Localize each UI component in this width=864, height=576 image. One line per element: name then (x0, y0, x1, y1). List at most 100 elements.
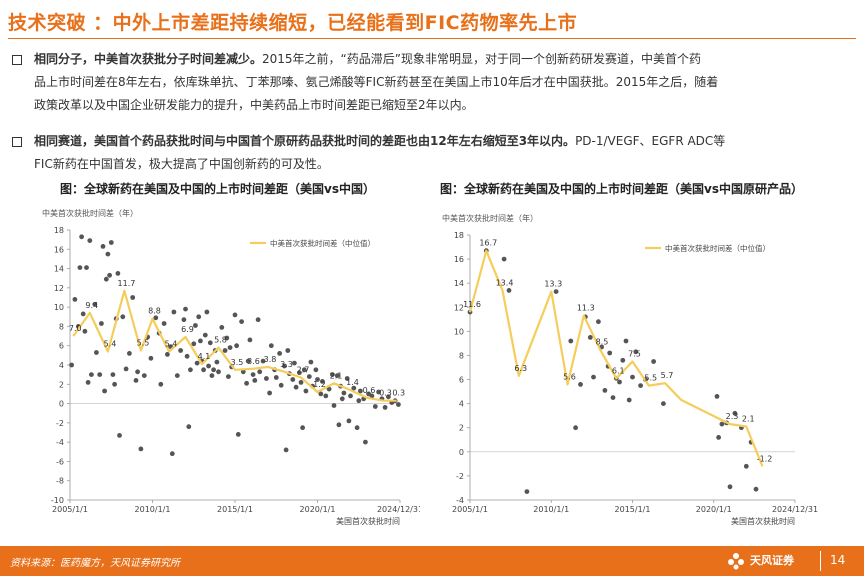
chart-2-data-point (626, 397, 632, 403)
chart-1-data-point (108, 240, 114, 245)
chart-1-data-point (303, 388, 309, 394)
chart-1-data-point (216, 369, 221, 375)
chart-1-y-tick-label: 16 (54, 245, 64, 254)
chart-2-median-label: 5.5 (644, 374, 657, 383)
chart-1-data-point (178, 348, 184, 353)
chart-1-data-point (264, 376, 269, 381)
chart-1-data-point (323, 393, 329, 399)
chart-2-data-point (617, 379, 622, 385)
chart-1-median-label: 2.7 (297, 366, 310, 375)
chart-1-data-point (297, 370, 302, 376)
chart-1-data-point (245, 358, 251, 364)
chart-2-data-point (753, 486, 759, 492)
chart-1-median-label: 0.6 (363, 386, 376, 395)
chart-1-data-point (130, 295, 136, 300)
chart-1-data-point (165, 352, 170, 357)
chart-2-data-point (524, 489, 530, 494)
chart-1-data-point (133, 378, 139, 383)
chart-2-data-point (587, 335, 593, 340)
chart-1-data-point (193, 323, 198, 328)
chart-1-y-tick-label: 6 (59, 342, 64, 351)
chart-1-title: 图：全球新药在美国及中国的上市时间差距（美国vs中国） (60, 182, 375, 196)
chart-1-data-point (194, 360, 200, 366)
chart-1-median-label: 3.6 (247, 357, 260, 366)
chart-2-y-tick-label: 2 (459, 424, 464, 433)
chart-1-x-tick-label: 2020/1/1 (300, 505, 336, 514)
chart-1-x-tick-label: 2005/1/1 (52, 505, 88, 514)
chart-2-data-point (573, 425, 578, 431)
brand-logo-icon (728, 553, 744, 570)
chart-1-median-label: 7.0 (69, 324, 82, 333)
chart-1-data-point (301, 367, 307, 373)
chart-1-data-point (334, 373, 340, 378)
chart-2-y-tick-label: 16 (454, 255, 464, 264)
chart-2-x-tick-label: 2020/1/1 (696, 505, 732, 514)
chart-1-median-label: 5.5 (137, 339, 150, 348)
chart-1-data-point (103, 276, 109, 282)
chart-1-data-point (235, 432, 241, 437)
chart-2-data-point (633, 349, 639, 355)
bullet-box-icon (12, 137, 22, 147)
chart-1-median-label: 0.3 (392, 389, 405, 398)
chart-2-median-label: 5.7 (661, 371, 674, 380)
chart-1-data-point (207, 340, 213, 346)
chart-1-data-point (226, 374, 231, 379)
chart-2-data-point (719, 421, 725, 427)
chart-1-median-label: 9.4 (85, 301, 98, 310)
chart-2-data-point (553, 289, 559, 294)
chart-1-data-point (105, 251, 111, 257)
chart-1-data-point (283, 447, 289, 453)
chart-1-y-tick-label: -2 (56, 419, 64, 428)
chart-1-y-tick-label: 0 (59, 400, 64, 409)
chart-1-y-tick-label: 14 (54, 265, 64, 274)
chart-1-data-point (198, 338, 203, 344)
chart-1-data-point (239, 319, 245, 324)
chart-1-data-point (330, 372, 335, 377)
chart-1-y-tick-label: -4 (56, 438, 64, 447)
chart-1-data-point (97, 372, 103, 377)
chart-1-median-label: 3.3 (280, 360, 293, 369)
chart-2-data-point (568, 338, 574, 344)
chart-1-data-point (339, 396, 345, 402)
chart-1-data-point (188, 367, 193, 373)
chart-1-median-label: 3.8 (264, 355, 277, 364)
chart-1-data-point (138, 446, 144, 452)
chart-2-median-label: 6.3 (514, 364, 527, 373)
chart-1-y-tick-label: 2 (59, 380, 64, 389)
chart-2-data-point (506, 288, 512, 293)
chart-1-median-label: 11.7 (118, 279, 136, 288)
chart-1-data-point (153, 315, 159, 321)
chart-1-data-point (120, 314, 126, 320)
page-number: 14 (830, 553, 846, 567)
chart-1-x-tick-label: 2010/1/1 (135, 505, 171, 514)
chart-1-median-label: 1.4 (346, 378, 359, 387)
chart-1-data-point (382, 405, 388, 410)
chart-1-data-point (331, 403, 337, 408)
chart-1-data-point (92, 301, 98, 307)
chart-1-data-point (89, 372, 94, 377)
chart-1-data-point (308, 359, 314, 365)
chart-2-median-label: 13.4 (496, 278, 514, 287)
chart-1-y-tick-label: 18 (54, 226, 64, 235)
chart-1-data-point (158, 381, 164, 387)
chart-1-data-point (255, 317, 261, 323)
chart-1-data-point (252, 378, 258, 383)
chart-1-data-point (372, 404, 378, 409)
chart-1-data-point (257, 369, 263, 375)
chart-2-median-label: 7.5 (628, 349, 641, 358)
chart-2-data-point (591, 374, 596, 380)
chart-1-y-axis-label: 中美首次获批时间差（年） (42, 208, 138, 218)
chart-1-data-point (313, 367, 319, 373)
chart-1-median-label: 2.1 (330, 371, 343, 380)
chart-2-legend-label: 中美首次获批时间差（中位值） (665, 243, 770, 253)
bullet-1-line3: 政策改革以及中国企业研发能力的提升，中美药品上市时间差距已缩短至2年以内。 (34, 98, 474, 112)
chart-1-data-point (346, 418, 352, 424)
bullet-2: 相同赛道，美国首个药品获批时间与中国首个原研药品获批时间的差距也由12年左右缩短… (12, 130, 842, 176)
chart-1-y-tick-label: -8 (56, 477, 64, 486)
chart-2-x-tick-label: 2005/1/1 (452, 505, 488, 514)
chart-2-data-point (727, 484, 733, 490)
chart-1-data-point (115, 271, 121, 276)
chart-2-y-tick-label: -4 (456, 496, 464, 505)
chart-1-data-point (141, 373, 147, 378)
chart-1-data-point (320, 379, 325, 384)
